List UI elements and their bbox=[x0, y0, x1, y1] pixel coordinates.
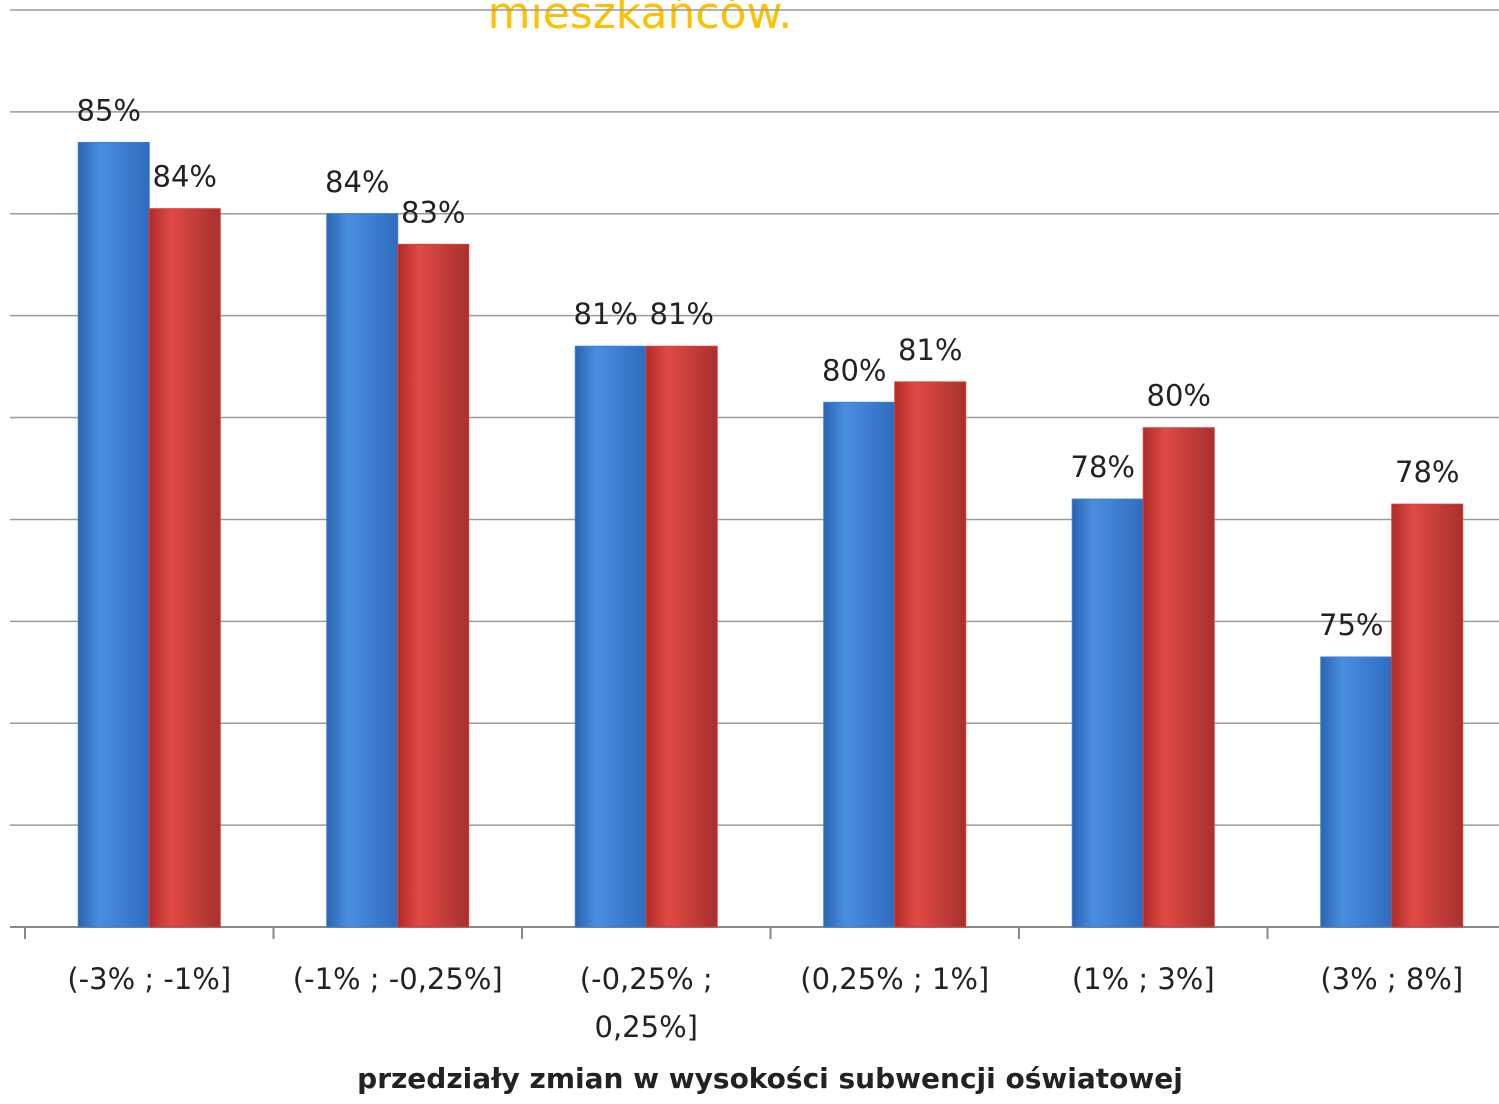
data-label: 78% bbox=[1071, 450, 1135, 484]
bar bbox=[1071, 498, 1144, 928]
bar bbox=[77, 141, 150, 928]
bar bbox=[823, 401, 896, 928]
data-label: 81% bbox=[898, 333, 962, 367]
x-tick-label: (-3% ; -1%] bbox=[67, 962, 231, 996]
data-label: 84% bbox=[325, 165, 389, 199]
bar bbox=[894, 381, 967, 928]
x-axis-label: przedziały zmian w wysokości subwencji o… bbox=[357, 1062, 1183, 1095]
data-label: 85% bbox=[77, 93, 141, 127]
x-tick-label: (3% ; 8%] bbox=[1320, 962, 1463, 996]
bar bbox=[645, 345, 718, 928]
data-label: 75% bbox=[1319, 608, 1383, 642]
x-tick-label: (-0,25% ; 0,25%] bbox=[580, 962, 713, 1044]
bar bbox=[1391, 503, 1464, 928]
bar bbox=[148, 208, 221, 928]
bar bbox=[397, 243, 470, 928]
data-label: 81% bbox=[574, 297, 638, 331]
x-tick-label: (0,25% ; 1%] bbox=[800, 962, 989, 996]
x-tick-label: (1% ; 3%] bbox=[1072, 962, 1215, 996]
data-label: 80% bbox=[822, 353, 886, 387]
x-tick-label: (-1% ; -0,25%] bbox=[293, 962, 503, 996]
bar bbox=[1320, 656, 1393, 928]
bar bbox=[574, 345, 647, 928]
bar bbox=[1142, 427, 1215, 928]
bar bbox=[326, 213, 399, 928]
data-label: 78% bbox=[1395, 455, 1459, 489]
data-label: 84% bbox=[153, 160, 217, 194]
chart-title: mieszkańców. bbox=[488, 0, 793, 39]
data-label: 81% bbox=[650, 297, 714, 331]
data-label: 83% bbox=[401, 195, 465, 229]
data-label: 80% bbox=[1147, 379, 1211, 413]
